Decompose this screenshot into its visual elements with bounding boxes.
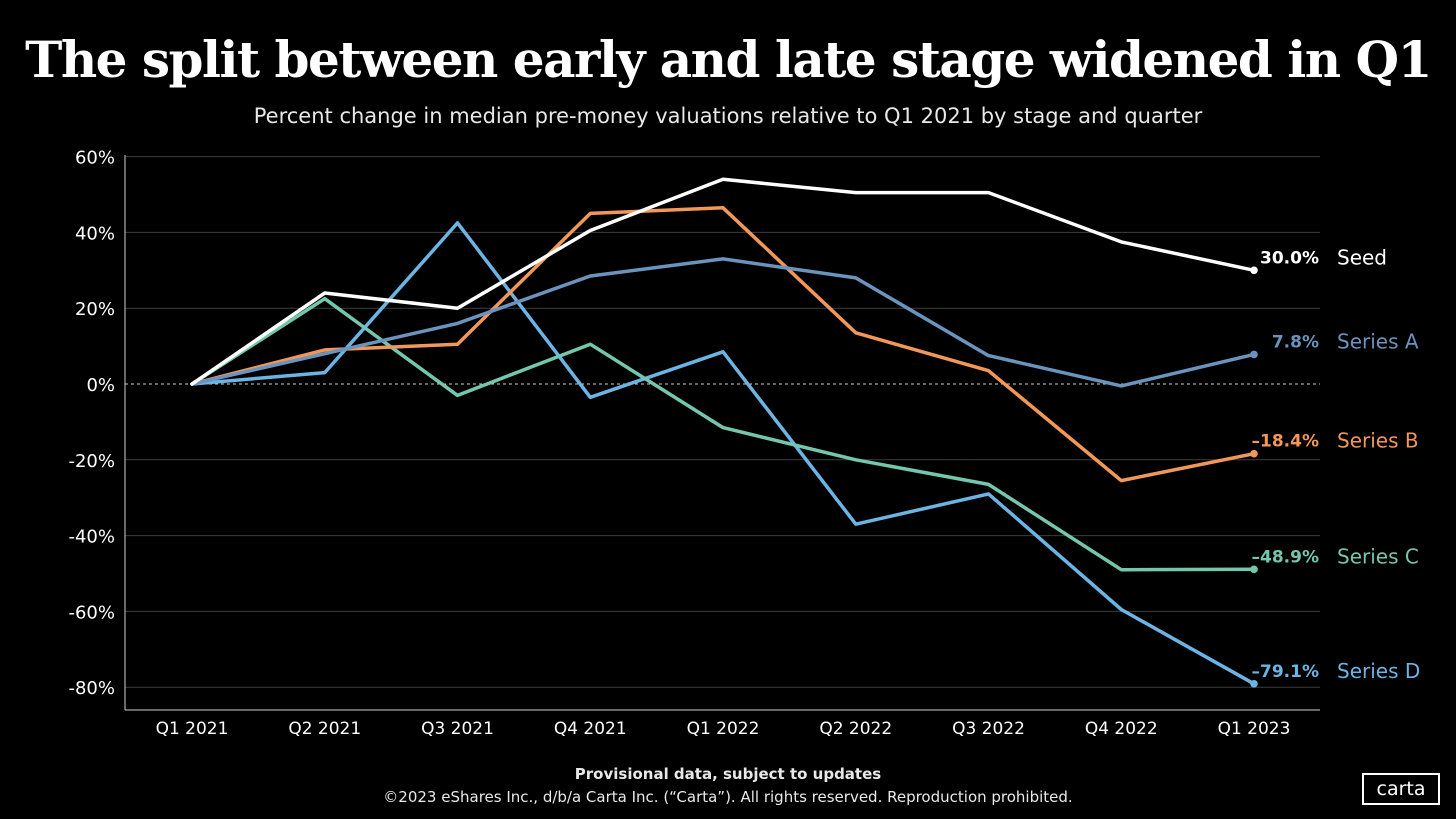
end-value-series-a: 7.8%: [1272, 332, 1319, 352]
copyright-text: ©2023 eShares Inc., d/b/a Carta Inc. (“C…: [383, 788, 1073, 806]
end-value-series-c: –48.9%: [1252, 547, 1319, 567]
chart-title: The split between early and late stage w…: [25, 30, 1432, 89]
series-line-series-a: [190, 257, 1256, 388]
y-tick-label: -40%: [68, 527, 115, 548]
end-marker-series-d: [1250, 679, 1258, 688]
series-line-seed: [190, 177, 1256, 386]
end-marker-seed: [1250, 266, 1258, 275]
x-tick-label: Q1 2023: [1218, 719, 1291, 739]
series-label-series-d: Series D: [1337, 659, 1420, 683]
series-lines: [190, 177, 1258, 688]
end-marker-series-b: [1250, 449, 1258, 458]
series-label-series-b: Series B: [1337, 429, 1419, 453]
x-tick-label: Q2 2022: [819, 719, 892, 739]
end-value-seed: 30.0%: [1260, 248, 1319, 268]
end-labels: –79.1% Series D –48.9% Series C –18.4% Series…: [1252, 245, 1421, 682]
provisional-note: Provisional data, subject to updates: [574, 765, 882, 783]
y-tick-label: 60%: [75, 148, 115, 169]
y-tick-label: 0%: [86, 375, 115, 396]
series-label-seed: Seed: [1337, 245, 1387, 269]
y-tick-label: -60%: [68, 602, 115, 623]
x-tick-label: Q1 2022: [687, 719, 760, 739]
x-tick-label: Q3 2022: [952, 719, 1025, 739]
end-marker-series-c: [1250, 565, 1258, 574]
chart-subtitle: Percent change in median pre-money valua…: [253, 104, 1203, 128]
carta-logo: carta: [1362, 773, 1440, 805]
series-label-series-a: Series A: [1337, 329, 1419, 353]
y-tick-label: -20%: [68, 451, 115, 472]
x-tick-label: Q4 2022: [1085, 719, 1158, 739]
series-line-series-d: [190, 221, 1256, 686]
series-line-series-c: [190, 296, 1256, 572]
axes: 60% 40% 20% 0% -20% -40% -60% -80% Q1 2021 Q2 202…: [68, 148, 1320, 739]
y-tick-label: -80%: [68, 678, 115, 699]
end-value-series-b: –18.4%: [1252, 432, 1319, 452]
x-tick-label: Q4 2021: [554, 719, 627, 739]
gridlines: [125, 156, 1320, 688]
x-tick-label: Q3 2021: [421, 719, 494, 739]
y-tick-label: 20%: [75, 299, 115, 320]
y-tick-label: 40%: [75, 223, 115, 244]
end-marker-series-a: [1250, 350, 1258, 359]
x-tick-label: Q2 2021: [288, 719, 361, 739]
end-value-series-d: –79.1%: [1252, 662, 1319, 682]
series-line-series-b: [190, 206, 1256, 483]
series-label-series-c: Series C: [1337, 544, 1419, 568]
x-tick-label: Q1 2021: [156, 719, 229, 739]
